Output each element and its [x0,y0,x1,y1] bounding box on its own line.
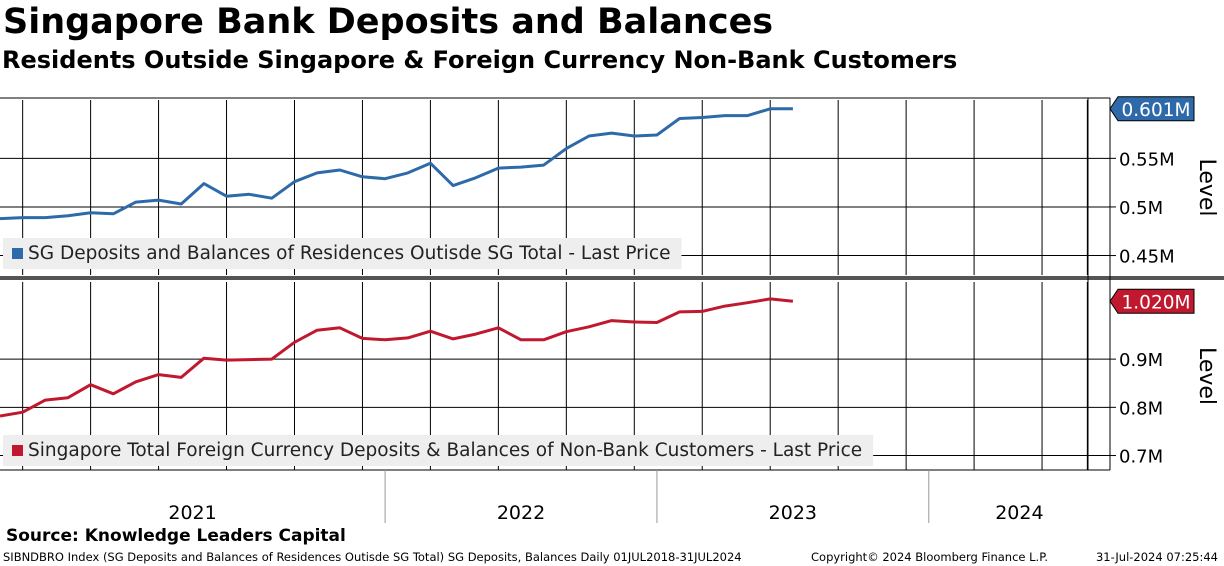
last-value-tag: 1.020M [1109,288,1195,314]
y-tick-label: 0.7M [1119,447,1163,468]
chart-subtitle: Residents Outside Singapore & Foreign Cu… [2,46,958,74]
y-tick-label: 0.5M [1119,198,1163,219]
legend: SG Deposits and Balances of Residences O… [3,238,682,269]
chart-area: 0.45M 0.5M 0.55M SG Deposits and Balances o… [0,96,1224,524]
legend-label: Singapore Total Foreign Currency Deposit… [28,440,862,461]
legend-background [3,435,874,466]
y-tick-label: 0.8M [1119,398,1163,419]
legend-label: SG Deposits and Balances of Residences O… [28,243,670,264]
x-tick-label: 2021 [168,502,216,524]
last-value-label: 1.020M [1122,292,1191,313]
series-line [0,297,794,418]
legend-swatch [12,248,23,259]
y-axis-title: Level [1194,158,1219,216]
last-value-tag-shape [1109,288,1195,314]
panel-1: 0.45M 0.5M 0.55M SG Deposits and Balances o… [0,96,1219,275]
footer-copyright: Copyright© 2024 Bloomberg Finance L.P. [811,550,1048,564]
panel-2: 0.7M 0.8M 0.9M Singapore Total Foreign Curr… [0,282,1219,470]
last-value-label: 0.601M [1122,100,1191,121]
y-tick-label: 0.55M [1119,149,1175,170]
source-note: Source: Knowledge Leaders Capital [6,526,346,546]
y-tick-label: 0.45M [1119,247,1175,268]
last-value-tag-shape [1109,96,1195,122]
x-tick-label: 2022 [497,502,545,524]
footer-index-info: SIBNDBRO Index (SG Deposits and Balances… [3,550,742,564]
y-tick-label: 0.9M [1119,350,1163,371]
legend-background [3,238,682,269]
last-value-tag: 0.601M [1109,96,1195,122]
legend-swatch [12,445,23,456]
x-tick-label: 2023 [769,502,817,524]
x-tick-label: 2024 [995,502,1043,524]
legend: Singapore Total Foreign Currency Deposit… [3,435,874,466]
series-line [0,107,793,221]
y-axis-title: Level [1194,347,1219,405]
footer-timestamp: 31-Jul-2024 07:25:44 [1095,550,1218,564]
chart-title: Singapore Bank Deposits and Balances [3,2,774,42]
